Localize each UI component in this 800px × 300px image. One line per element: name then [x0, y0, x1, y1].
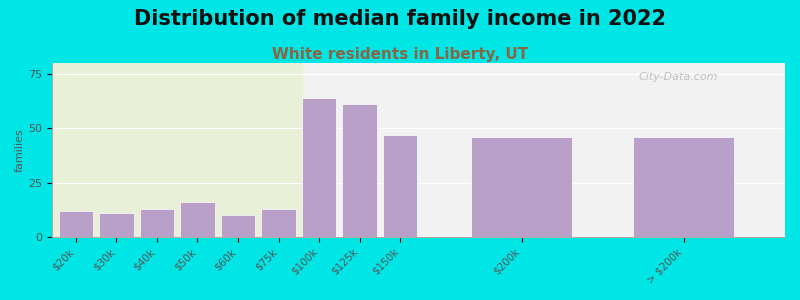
Bar [58, 211, 93, 237]
Bar [383, 135, 418, 237]
Text: City-Data.com: City-Data.com [638, 72, 718, 82]
Bar [99, 213, 134, 237]
Bar [180, 202, 214, 237]
Bar [52, 63, 302, 237]
Text: Distribution of median family income in 2022: Distribution of median family income in … [134, 9, 666, 29]
Bar [633, 137, 734, 237]
Bar [471, 137, 572, 237]
Bar [302, 98, 336, 237]
Text: White residents in Liberty, UT: White residents in Liberty, UT [272, 46, 528, 62]
Y-axis label: families: families [15, 128, 25, 172]
Bar [140, 208, 174, 237]
Bar [262, 208, 296, 237]
Bar [342, 104, 377, 237]
Bar [221, 215, 255, 237]
